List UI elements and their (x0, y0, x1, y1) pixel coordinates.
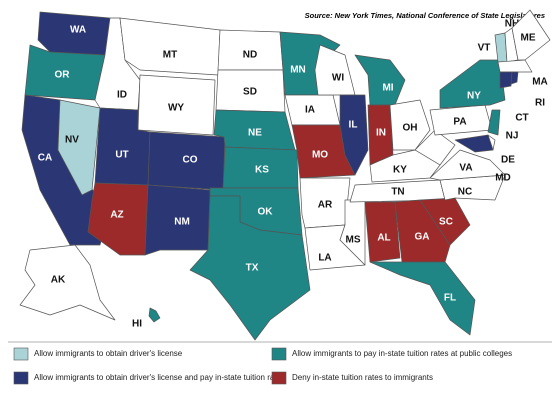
state-label: HI (132, 319, 142, 330)
state-label: KY (393, 165, 407, 176)
state-label: NC (458, 187, 472, 198)
state-label: GA (415, 232, 430, 243)
state-label: WA (70, 25, 86, 36)
legend-swatch (13, 347, 29, 361)
legend-label: Allow immigrants to pay in-state tuition… (292, 349, 512, 358)
state-label: PA (453, 117, 466, 128)
state-label: IA (305, 105, 315, 116)
state-label: IN (376, 128, 386, 139)
state-shape (19, 244, 116, 321)
state-shape (511, 9, 551, 61)
state-label: OR (55, 70, 71, 81)
state-shape (394, 199, 451, 263)
state-shape (369, 149, 441, 183)
state-shape (314, 44, 356, 96)
state-label: TX (246, 263, 259, 274)
state-label: ID (117, 90, 127, 101)
state-label: AL (377, 233, 390, 244)
state-shape (137, 74, 216, 136)
state-label: VA (459, 163, 472, 174)
state-label: MS (346, 235, 361, 246)
state-label: SD (243, 87, 257, 98)
source: Source: New York Times, National Confere… (305, 11, 545, 20)
state-shape (454, 134, 494, 153)
state-shape (419, 197, 471, 246)
state-shape (439, 59, 506, 109)
state-shape (389, 99, 431, 151)
state-label: AK (51, 275, 66, 286)
state-label: OK (258, 207, 274, 218)
state-label: MA (532, 77, 548, 88)
state-label: RI (535, 98, 545, 109)
state-shape (429, 149, 506, 181)
legend-label: Allow immigrants to obtain driver's lice… (34, 349, 183, 358)
state-label: NE (248, 128, 262, 139)
state-shape (119, 17, 221, 76)
state-shape (144, 184, 211, 256)
state-label: CA (38, 153, 52, 164)
state-label: MD (495, 173, 511, 184)
state-label: AR (318, 200, 333, 211)
state-label: NV (65, 135, 79, 146)
state-shape (497, 59, 533, 73)
state-label: FL (444, 293, 456, 304)
state-label: IL (349, 120, 358, 131)
state-label: WY (168, 103, 184, 114)
legend-label: Allow immigrants to obtain driver's lice… (34, 373, 285, 382)
state-label: NH (505, 19, 519, 30)
state-label: NM (174, 217, 190, 228)
state-label: DE (501, 155, 515, 166)
state-shape (189, 195, 311, 341)
state-label: VT (478, 43, 491, 54)
state-label: KS (255, 165, 269, 176)
legend-swatch (271, 347, 287, 361)
state-label: MI (382, 83, 393, 94)
legend-swatch (271, 371, 287, 385)
state-label: NJ (506, 131, 519, 142)
state-label: MO (312, 150, 328, 161)
state-shape (339, 94, 369, 176)
state-label: SC (439, 217, 453, 228)
legend-label: Deny in-state tuition rates to immigrant… (292, 373, 433, 382)
state-label: NY (467, 91, 481, 102)
state-shape (57, 99, 101, 196)
state-shape (499, 71, 513, 89)
legend-swatch (13, 371, 29, 385)
state-label: CO (183, 155, 198, 166)
state-shape (369, 261, 476, 336)
state-label: ND (243, 50, 257, 61)
state-label: WI (332, 73, 344, 84)
state-shape (510, 71, 519, 85)
state-shape (487, 109, 501, 136)
state-shape (364, 201, 401, 263)
state-label: MN (290, 65, 306, 76)
state-label: AZ (110, 210, 123, 221)
state-label: MT (163, 50, 177, 61)
state-label: TN (391, 187, 404, 198)
state-label: UT (115, 150, 128, 161)
state-label: LA (318, 253, 331, 264)
state-label: ME (521, 33, 536, 44)
state-label: OH (403, 123, 418, 134)
state-shape (148, 307, 161, 323)
state-label: CT (515, 113, 528, 124)
